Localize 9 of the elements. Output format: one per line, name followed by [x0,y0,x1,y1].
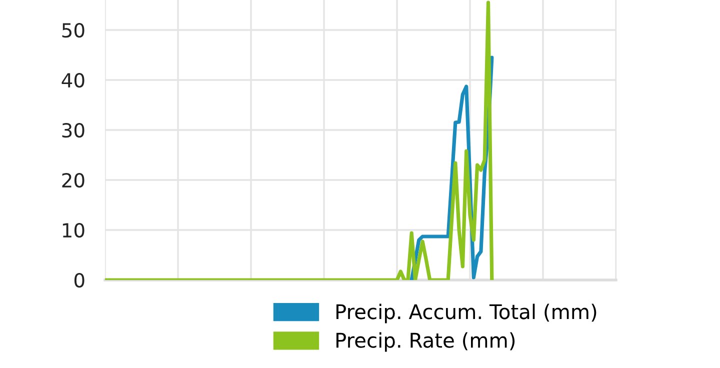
y-tick-label: 40 [62,72,84,88]
y-tick-label: 30 [62,122,84,138]
y-tick-label: 0 [74,272,84,288]
y-tick-label: 20 [62,172,84,188]
legend-label: Precip. Rate (mm) [336,332,515,352]
y-tick-label: 50 [62,22,84,38]
y-tick-label: 10 [62,222,84,238]
legend-label: Precip. Accum. Total (mm) [336,304,596,324]
line-series [105,0,494,280]
